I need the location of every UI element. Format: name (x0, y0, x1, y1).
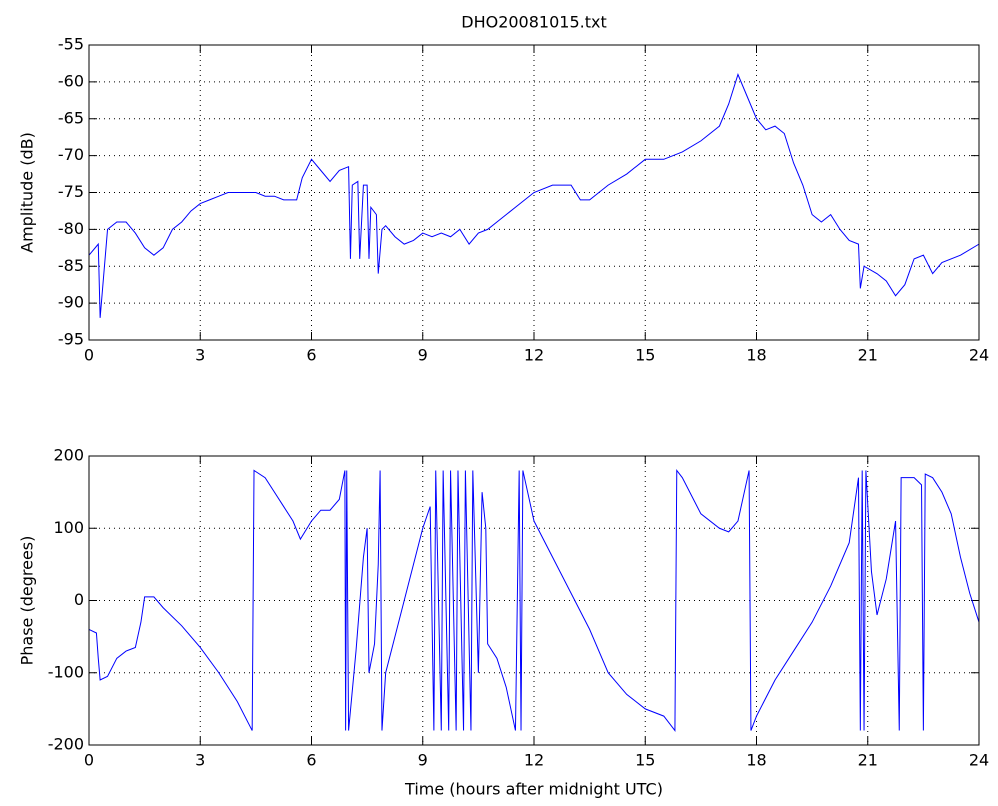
chart-title: DHO20081015.txt (461, 13, 606, 32)
x-tick-label: 15 (635, 751, 655, 770)
x-tick-label: 24 (969, 751, 989, 770)
y-tick-label: -70 (58, 145, 84, 164)
y-tick-label: 200 (53, 446, 84, 465)
y-tick-label: -65 (58, 108, 84, 127)
x-tick-label: 0 (84, 346, 94, 365)
x-tick-label: 12 (524, 751, 544, 770)
y-tick-label: -90 (58, 293, 84, 312)
x-tick-label: 3 (195, 751, 205, 770)
data-line (88, 468, 980, 733)
y-axis-label: Amplitude (dB) (18, 132, 37, 253)
y-tick-label: -80 (58, 219, 84, 238)
x-tick-label: 21 (858, 346, 878, 365)
x-tick-label: 0 (84, 751, 94, 770)
y-tick-label: -200 (48, 735, 84, 754)
y-tick-label: -100 (48, 662, 84, 681)
x-tick-label: 12 (524, 346, 544, 365)
x-tick-label: 24 (969, 346, 989, 365)
x-tick-label: 9 (418, 346, 428, 365)
x-tick-label: 9 (418, 751, 428, 770)
x-tick-label: 21 (858, 751, 878, 770)
x-tick-label: 6 (306, 346, 316, 365)
data-line (88, 73, 980, 318)
x-tick-label: 15 (635, 346, 655, 365)
y-tick-label: 100 (53, 518, 84, 537)
y-tick-label: -60 (58, 71, 84, 90)
y-axis-label: Phase (degrees) (18, 536, 37, 666)
y-tick-label: -95 (58, 330, 84, 349)
x-tick-label: 3 (195, 346, 205, 365)
x-tick-label: 18 (746, 751, 766, 770)
y-tick-label: -55 (58, 35, 84, 54)
axes-frame (88, 455, 980, 746)
x-axis-label: Time (hours after midnight UTC) (404, 780, 663, 799)
x-tick-label: 18 (746, 346, 766, 365)
y-tick-label: 0 (74, 590, 84, 609)
x-tick-label: 6 (306, 751, 316, 770)
axes-frame (88, 44, 980, 341)
y-tick-label: -85 (58, 256, 84, 275)
y-tick-label: -75 (58, 182, 84, 201)
